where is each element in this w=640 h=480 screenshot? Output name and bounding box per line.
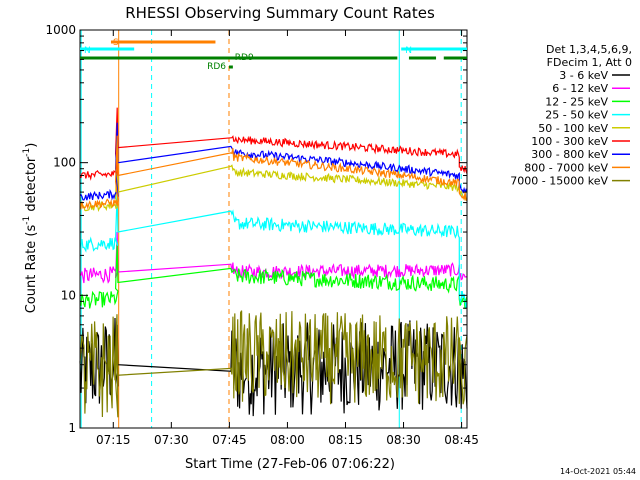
flag-label-0: S xyxy=(113,38,119,48)
chart-title: RHESSI Observing Summary Count Rates xyxy=(125,4,435,22)
y-tick-label-3: 1000 xyxy=(45,23,76,37)
flag-label-1: N xyxy=(84,46,91,56)
flag-label-4: RD6 xyxy=(207,62,226,72)
series-line-3 xyxy=(79,192,468,309)
series-line-5 xyxy=(80,107,468,181)
y-axis-label-part3: ) xyxy=(24,143,39,148)
y-axis-label: Count Rate (s-1 detector-1) xyxy=(22,143,39,314)
x-tick-label-1: 07:30 xyxy=(154,433,189,447)
legend-label-1: 6 - 12 keV xyxy=(552,82,608,95)
y-axis-label-part1: Count Rate (s xyxy=(24,225,39,314)
legend-label-8: 7000 - 15000 keV xyxy=(510,175,608,188)
y-tick-label-0: 1 xyxy=(68,421,76,435)
y-axis-label-part2: detector xyxy=(24,156,39,216)
legend-header-detectors: Det 1,3,4,5,6,9, xyxy=(546,43,632,56)
x-axis-label: Start Time (27-Feb-06 07:06:22) xyxy=(185,457,395,472)
legend-label-2: 12 - 25 keV xyxy=(545,95,608,108)
legend-label-5: 100 - 300 keV xyxy=(531,135,608,148)
flag-label-3: RD9 xyxy=(235,53,254,63)
x-tick-label-3: 08:00 xyxy=(270,433,305,447)
y-axis-label-sup2: -1 xyxy=(22,148,32,157)
x-tick-label-5: 08:30 xyxy=(386,433,421,447)
y-tick-label-1: 10 xyxy=(61,288,76,302)
x-tick-label-4: 08:15 xyxy=(328,433,363,447)
generation-timestamp: 14-Oct-2021 05:44 xyxy=(560,467,636,476)
legend-label-3: 25 - 50 keV xyxy=(545,109,608,122)
x-tick-label-6: 08:45 xyxy=(444,433,479,447)
series-line-6 xyxy=(79,122,468,201)
legend-header-decimation: FDecim 1, Att 0 xyxy=(547,56,632,69)
flag-label-2: N xyxy=(405,46,412,56)
y-axis-label-sup1: -1 xyxy=(22,216,32,225)
legend-label-6: 300 - 800 keV xyxy=(531,148,608,161)
plot-layers: S N N RD9 RD6 07:15 07:30 07:45 08:00 08:15 08:30 0… xyxy=(45,23,478,447)
legend-label-7: 800 - 7000 keV xyxy=(524,161,608,174)
x-tick-label-0: 07:15 xyxy=(96,433,131,447)
plot-frame xyxy=(79,29,468,429)
y-tick-label-2: 100 xyxy=(53,156,76,170)
legend-label-0: 3 - 6 keV xyxy=(559,69,608,82)
series-line-2 xyxy=(79,242,468,310)
series-line-8 xyxy=(79,310,468,418)
series-line-7 xyxy=(79,135,468,210)
x-tick-label-2: 07:45 xyxy=(212,433,247,447)
legend-label-4: 50 - 100 keV xyxy=(538,122,608,135)
